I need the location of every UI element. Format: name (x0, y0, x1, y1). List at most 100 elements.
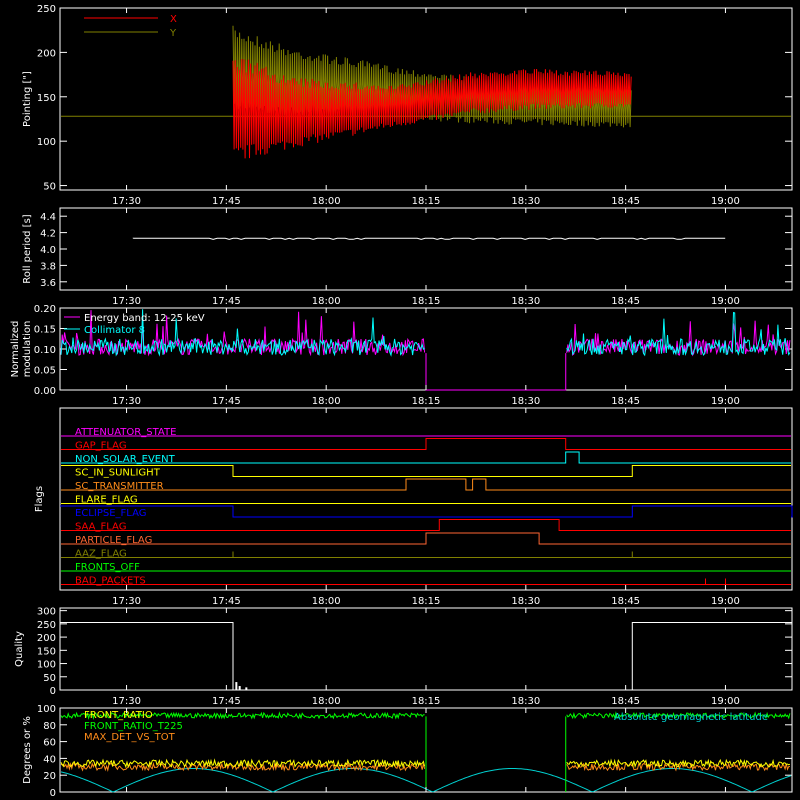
flag-label: NON_SOLAR_EVENT (75, 454, 176, 465)
x-tick-label: 18:45 (611, 696, 640, 707)
flag-line (60, 505, 793, 518)
quality-series (60, 622, 792, 691)
roll-period-series (132, 237, 726, 240)
pointing-legend: X Y (84, 14, 177, 39)
flag-label: FLARE_FLAG (75, 495, 138, 506)
legend-label-front-ratio: FRONT_RATIO (84, 710, 153, 721)
y-tick-label: 0.05 (34, 366, 56, 377)
legend-label-front-ratio-t225: FRONT_RATIO_T225 (84, 721, 183, 732)
modulation-x-ticks: 17:30 17:45 18:00 18:15 18:30 18:45 19:00 (112, 396, 740, 407)
legend-label-latitude: Absolute geomagnetic latitude (614, 712, 768, 723)
x-tick-label: 18:45 (611, 396, 640, 407)
x-tick-label: 18:15 (412, 296, 441, 307)
x-tick-label: 18:30 (511, 196, 540, 207)
y-tick-label: 0 (50, 686, 56, 697)
y-tick-label: 100 (37, 660, 56, 671)
y-tick-label: 4.0 (40, 245, 56, 256)
flags-panel: 17:30 17:45 18:00 18:15 18:30 18:45 19:00 ATTE… (34, 407, 793, 607)
y-tick-label: 150 (37, 646, 56, 657)
flag-line (61, 465, 791, 477)
modulation-series-1 (60, 309, 791, 357)
pointing-panel: 50 100 150 200 250 17:30 17:45 18:00 18:15 18:30… (22, 4, 793, 207)
x-tick-label: 19:00 (711, 396, 740, 407)
x-tick-label: 18:00 (312, 196, 341, 207)
x-tick-label: 17:45 (212, 296, 241, 307)
y-tick-label: 40 (43, 754, 56, 765)
flag-line (61, 519, 791, 531)
flag-label: SAA_FLAG (75, 522, 126, 533)
flag-line (61, 578, 791, 585)
flag-label: ATTENUATOR_STATE (75, 427, 176, 438)
ratio-series-0 (60, 758, 791, 769)
flag-line (61, 532, 791, 545)
x-tick-label: 19:00 (711, 296, 740, 307)
legend-label-energy: Energy band: 12-25 keV (84, 313, 205, 324)
ratios-legend: FRONT_RATIO FRONT_RATIO_T225 MAX_DET_VS_… (84, 710, 768, 743)
y-tick-label: 3.8 (40, 261, 56, 272)
y-tick-label: 3.6 (40, 278, 56, 289)
pointing-series-x (232, 58, 632, 159)
x-tick-label: 17:45 (212, 196, 241, 207)
quality-x-ticks: 17:30 17:45 18:00 18:15 18:30 18:45 19:00 (112, 696, 740, 707)
y-tick-label: 4.2 (40, 229, 56, 240)
flag-label: SC_IN_SUNLIGHT (75, 468, 161, 479)
flag-label: SC_TRANSMITTER (75, 481, 164, 492)
roll-period-line (132, 237, 726, 240)
x-tick-label: 17:30 (112, 696, 141, 707)
modulation-panel: 0.00 0.05 0.10 0.15 0.20 17:30 17:45 18:00 18:1… (10, 304, 793, 407)
legend-label-x: X (170, 14, 177, 25)
y-tick-label: 0 (50, 788, 56, 799)
flag-line (61, 478, 791, 491)
x-tick-label: 17:45 (212, 596, 241, 607)
legend-label-y: Y (169, 28, 177, 39)
y-tick-label: 250 (37, 620, 56, 631)
modulation-legend: Energy band: 12-25 keV Collimator 8 (64, 313, 205, 336)
y-tick-label: 4.4 (40, 212, 56, 223)
y-tick-label: 80 (43, 721, 56, 732)
x-tick-label: 17:45 (212, 696, 241, 707)
x-tick-label: 17:30 (112, 196, 141, 207)
x-tick-label: 18:45 (611, 296, 640, 307)
pointing-x-ticks: 17:30 17:45 18:00 18:15 18:30 18:45 19:00 (112, 196, 740, 207)
x-tick-label: 19:00 (711, 696, 740, 707)
x-tick-label: 18:15 (412, 196, 441, 207)
y-tick-label: 0.00 (34, 386, 56, 397)
flags-ylabel: Flags (34, 486, 45, 512)
pointing-y-ticks: 50 100 150 200 250 (37, 4, 792, 193)
flag-label: BAD_PACKETS (75, 576, 146, 587)
ratio-series-1 (60, 711, 791, 792)
x-tick-label: 17:30 (112, 296, 141, 307)
quality-line (60, 622, 792, 691)
x-tick-label: 18:00 (312, 296, 341, 307)
legend-label-collimator: Collimator 8 (84, 325, 145, 336)
y-tick-label: 100 (37, 137, 56, 148)
x-tick-label: 18:15 (412, 696, 441, 707)
modulation-ylabel-line2: modulation (22, 321, 33, 378)
x-tick-label: 19:00 (711, 596, 740, 607)
y-tick-label: 100 (37, 704, 56, 715)
flag-line (61, 451, 791, 464)
x-tick-label: 19:00 (711, 196, 740, 207)
x-tick-label: 18:30 (511, 696, 540, 707)
y-tick-label: 50 (43, 673, 56, 684)
quality-ylabel: Quality (14, 631, 25, 667)
roll-period-x-ticks: 17:30 17:45 18:00 18:15 18:30 18:45 19:00 (112, 296, 740, 307)
roll-period-ylabel: Roll period [s] (22, 214, 33, 283)
flag-label: PARTICLE_FLAG (75, 535, 152, 546)
pointing-series (61, 25, 791, 159)
modulation-ylabel-line1: Normalized (10, 321, 21, 378)
x-tick-label: 18:45 (611, 596, 640, 607)
flag-label: ECLIPSE_FLAG (75, 508, 146, 519)
x-tick-label: 17:30 (112, 596, 141, 607)
flags-x-ticks: 17:30 17:45 18:00 18:15 18:30 18:45 19:00 (112, 596, 740, 607)
y-tick-label: 50 (43, 182, 56, 193)
flag-label: FRONTS_OFF (75, 562, 140, 573)
roll-period-panel: 3.6 3.8 4.0 4.2 4.4 17:30 17:45 18:00 18:15 18:3… (22, 207, 793, 307)
flags-series: ATTENUATOR_STATE GAP_FLAG NON_SOLAR_EVENT S… (60, 427, 793, 587)
y-tick-label: 200 (37, 48, 56, 59)
x-tick-label: 17:45 (212, 396, 241, 407)
x-tick-label: 18:15 (412, 396, 441, 407)
y-tick-label: 250 (37, 4, 56, 15)
